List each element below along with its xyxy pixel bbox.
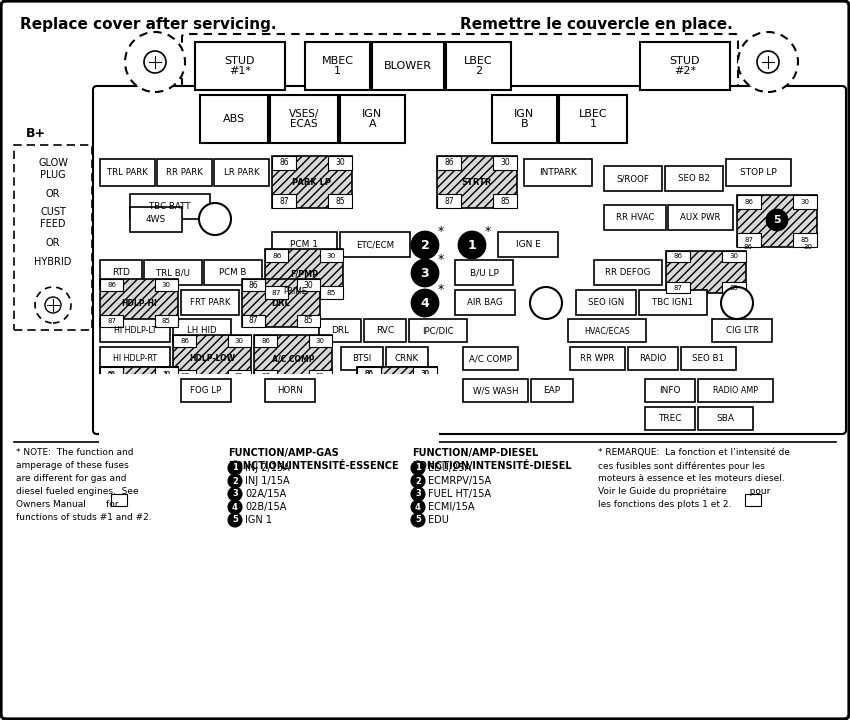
Circle shape	[530, 287, 562, 319]
Text: TBC BATT: TBC BATT	[150, 202, 190, 211]
Text: 86: 86	[745, 199, 753, 204]
Text: VSES/
ECAS: VSES/ ECAS	[289, 109, 320, 130]
FancyBboxPatch shape	[254, 370, 277, 382]
Text: IGN
B: IGN B	[514, 109, 535, 130]
Circle shape	[721, 287, 753, 319]
FancyBboxPatch shape	[437, 194, 461, 208]
Text: STOP LP: STOP LP	[740, 168, 777, 177]
Text: SBA: SBA	[717, 414, 734, 423]
FancyBboxPatch shape	[698, 379, 773, 402]
FancyBboxPatch shape	[666, 282, 690, 293]
Text: 30: 30	[326, 253, 336, 258]
Text: DRL: DRL	[331, 326, 349, 335]
Text: 30: 30	[326, 405, 336, 410]
FancyBboxPatch shape	[386, 347, 428, 370]
FancyBboxPatch shape	[228, 370, 251, 382]
Text: 87: 87	[365, 405, 373, 411]
Text: 87: 87	[365, 405, 373, 411]
Text: 87: 87	[445, 197, 454, 206]
FancyBboxPatch shape	[559, 95, 627, 143]
Text: FOG LP: FOG LP	[190, 386, 222, 395]
FancyBboxPatch shape	[357, 367, 381, 379]
Text: GLOW: GLOW	[38, 158, 68, 168]
FancyBboxPatch shape	[666, 251, 690, 262]
FancyBboxPatch shape	[340, 95, 405, 143]
Text: AIR BAG: AIR BAG	[468, 298, 503, 307]
FancyBboxPatch shape	[242, 279, 265, 292]
Text: 85: 85	[243, 423, 252, 430]
Text: HORN: HORN	[292, 413, 317, 421]
Text: 86: 86	[247, 397, 256, 402]
FancyBboxPatch shape	[295, 395, 318, 404]
Text: IGN
A: IGN A	[362, 109, 382, 130]
FancyBboxPatch shape	[181, 404, 259, 430]
FancyBboxPatch shape	[455, 290, 515, 315]
Text: PLUG: PLUG	[40, 170, 65, 180]
FancyBboxPatch shape	[319, 319, 361, 342]
FancyBboxPatch shape	[181, 290, 239, 315]
Text: 1: 1	[415, 464, 421, 472]
Text: 86: 86	[365, 370, 373, 376]
Text: 1: 1	[468, 238, 476, 251]
FancyBboxPatch shape	[320, 249, 343, 262]
Text: CIG LTR: CIG LTR	[726, 326, 758, 335]
Text: 87: 87	[180, 373, 190, 379]
Text: 30: 30	[235, 338, 244, 344]
FancyBboxPatch shape	[455, 260, 513, 285]
Text: IPC/DIC: IPC/DIC	[422, 326, 454, 335]
Text: RR WPR: RR WPR	[581, 354, 615, 363]
FancyBboxPatch shape	[272, 194, 296, 208]
FancyBboxPatch shape	[413, 402, 437, 414]
Text: 85: 85	[162, 405, 170, 410]
FancyBboxPatch shape	[309, 335, 332, 347]
Text: 85: 85	[162, 318, 171, 324]
FancyBboxPatch shape	[270, 95, 338, 143]
Text: 4: 4	[415, 503, 421, 511]
Text: 2: 2	[421, 238, 429, 251]
Text: IGN E: IGN E	[516, 240, 541, 249]
FancyBboxPatch shape	[645, 407, 695, 430]
Text: EDU: EDU	[428, 515, 449, 525]
Text: 30: 30	[803, 244, 813, 250]
Text: FUNCTION/AMP-DIESEL: FUNCTION/AMP-DIESEL	[412, 448, 538, 458]
FancyBboxPatch shape	[235, 423, 259, 430]
FancyBboxPatch shape	[698, 407, 753, 430]
FancyBboxPatch shape	[100, 407, 170, 430]
Text: 86: 86	[272, 405, 281, 410]
FancyBboxPatch shape	[272, 156, 352, 208]
FancyBboxPatch shape	[265, 404, 343, 430]
Text: 87: 87	[107, 318, 116, 324]
FancyBboxPatch shape	[492, 95, 557, 143]
Text: HORN: HORN	[246, 386, 272, 395]
Text: 86: 86	[272, 253, 281, 258]
Text: 86: 86	[108, 371, 116, 376]
Text: RVC: RVC	[376, 326, 394, 335]
FancyBboxPatch shape	[320, 286, 343, 299]
Text: 30: 30	[729, 253, 739, 259]
Text: 85: 85	[729, 284, 739, 291]
Text: 87: 87	[279, 197, 289, 206]
FancyBboxPatch shape	[628, 347, 678, 370]
FancyBboxPatch shape	[228, 335, 251, 347]
Text: Remettre le couvercle en place.: Remettre le couvercle en place.	[460, 17, 733, 32]
Text: LBEC
1: LBEC 1	[579, 109, 607, 130]
FancyBboxPatch shape	[100, 279, 178, 327]
Text: OR: OR	[46, 238, 60, 248]
Text: 86: 86	[108, 371, 116, 376]
FancyBboxPatch shape	[182, 34, 738, 95]
Text: INTPARK: INTPARK	[539, 168, 577, 177]
FancyBboxPatch shape	[173, 335, 251, 382]
FancyBboxPatch shape	[265, 249, 288, 262]
Text: 30: 30	[302, 397, 311, 402]
Text: 85: 85	[302, 423, 311, 428]
FancyBboxPatch shape	[155, 402, 178, 414]
Text: 86: 86	[261, 338, 270, 344]
Circle shape	[411, 462, 424, 474]
Text: 86: 86	[279, 158, 289, 167]
FancyBboxPatch shape	[100, 319, 170, 342]
FancyBboxPatch shape	[235, 421, 259, 430]
Circle shape	[738, 32, 798, 92]
FancyBboxPatch shape	[204, 260, 262, 285]
Text: DRL: DRL	[272, 299, 291, 307]
